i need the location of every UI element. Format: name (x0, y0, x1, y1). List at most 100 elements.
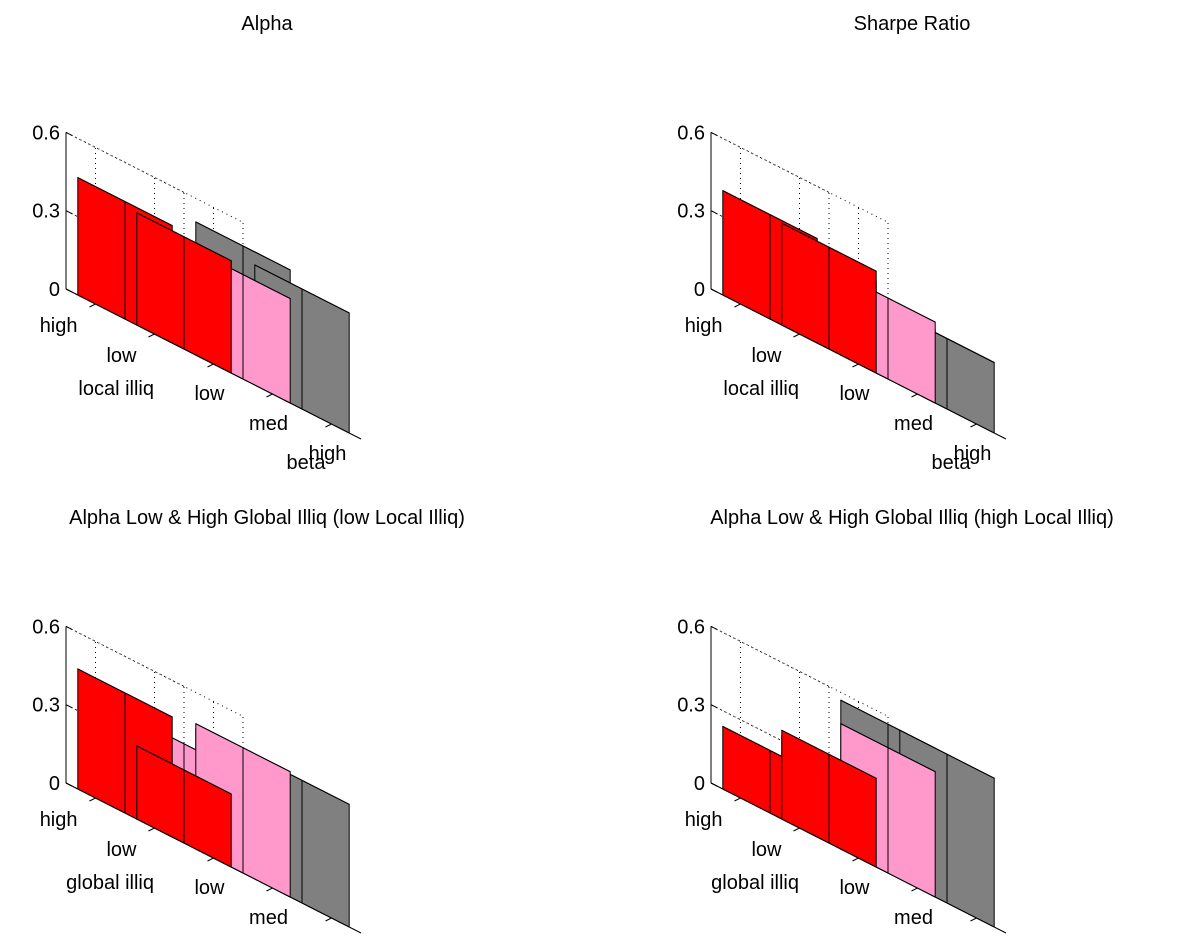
x-axis-title: beta (287, 452, 327, 474)
bar-low-low (781, 222, 877, 374)
x-tick-label: low (839, 877, 870, 899)
x-tick-mark (325, 423, 332, 428)
bar-top-face (722, 190, 818, 240)
bars (77, 668, 350, 928)
bar-top-face (840, 723, 936, 773)
z-tick-label: 0.3 (32, 695, 60, 717)
bars (722, 699, 995, 928)
z-axis: 0 0.3 0.6 (32, 616, 73, 795)
bar-side-face (77, 668, 126, 814)
z-tick-mark (710, 210, 718, 215)
x-tick-label: med (249, 907, 288, 929)
bar-low-low (136, 745, 232, 868)
bar-low-low (781, 729, 877, 868)
y-axis-labels: high low global illiq (685, 809, 799, 894)
bar-top-face (195, 221, 291, 271)
x-tick-label: high (954, 937, 992, 939)
z-tick-label: 0 (694, 773, 705, 795)
x-tick-label: med (894, 907, 933, 929)
x-tick-label: high (309, 443, 347, 465)
z-tick-label: 0 (694, 279, 705, 301)
bar-top-face (781, 729, 877, 779)
z-tick-label: 0.3 (32, 201, 60, 223)
bar-front-face (301, 779, 350, 928)
y-tick-label: high (685, 315, 723, 337)
z-tick-label: 0.6 (32, 122, 60, 144)
z-tick-label: 0.6 (677, 616, 705, 638)
x-tick-label: high (309, 937, 347, 939)
y-tick-mark (793, 333, 800, 338)
y-tick-label: high (685, 809, 723, 831)
x-tick-label: med (249, 413, 288, 435)
x-tick-label: high (954, 443, 992, 465)
grid-line (65, 625, 185, 687)
bar-top-face (136, 745, 232, 795)
bar-side-face (722, 725, 771, 814)
z-tick-mark (710, 704, 718, 709)
panel-sharpe-ratio: Sharpe Ratio 0 0.3 0.6 high low local illiq low… (677, 13, 1007, 474)
x-tick-mark (852, 363, 859, 368)
bar-top-face (254, 264, 350, 314)
z-axis: 0 0.3 0.6 (677, 616, 718, 795)
bar-top-face (195, 723, 291, 773)
x-tick-mark (911, 393, 918, 398)
y-tick-mark (148, 333, 155, 338)
chart-title: Sharpe Ratio (854, 13, 971, 35)
bar-top-face (899, 729, 995, 779)
y-tick-mark (89, 797, 96, 802)
panel-alpha-high-local-illiq: Alpha Low & High Global Illiq (high Loca… (677, 507, 1114, 939)
z-tick-label: 0 (49, 773, 60, 795)
x-tick-label: low (839, 383, 870, 405)
z-tick-mark (710, 625, 718, 630)
grid-line (65, 131, 185, 193)
bar-front-face (301, 288, 350, 434)
y-tick-mark (734, 303, 741, 308)
bar-front-face (946, 753, 995, 928)
x-tick-mark (852, 857, 859, 862)
grid-line (710, 625, 889, 717)
y-axis-title: global illiq (711, 872, 799, 894)
z-tick-label: 0 (49, 279, 60, 301)
y-axis-labels: high low local illiq (685, 315, 799, 400)
z-tick-mark (65, 704, 73, 709)
grid-line (65, 131, 244, 223)
x-tick-mark (911, 887, 918, 892)
z-tick-label: 0.6 (677, 122, 705, 144)
grid-line (710, 704, 830, 766)
y-tick-mark (793, 827, 800, 832)
y-axis-labels: high low global illiq (40, 809, 154, 894)
z-tick-label: 0.6 (32, 616, 60, 638)
grid-line (710, 625, 830, 687)
chart-title: Alpha Low & High Global Illiq (high Loca… (710, 507, 1114, 529)
x-tick-mark (970, 423, 977, 428)
z-tick-mark (65, 131, 73, 136)
y-axis-title: global illiq (66, 872, 154, 894)
grid-line (710, 131, 889, 223)
y-tick-label: low (751, 839, 782, 861)
bar-top-face (781, 222, 877, 272)
bar-side-face (722, 190, 771, 320)
z-tick-label: 0.3 (677, 695, 705, 717)
z-tick-mark (65, 625, 73, 630)
bar-side-face (77, 177, 126, 320)
bar-top-face (136, 212, 232, 262)
y-tick-label: low (751, 345, 782, 367)
y-axis-title: local illiq (78, 378, 154, 400)
x-tick-mark (207, 363, 214, 368)
bar-low-low (136, 212, 232, 374)
y-tick-label: low (106, 839, 137, 861)
grid-line (65, 625, 244, 717)
bar-top-face (77, 668, 173, 718)
bars (77, 177, 350, 434)
z-axis: 0 0.3 0.6 (677, 122, 718, 301)
x-tick-mark (266, 887, 273, 892)
bar-front-face (242, 747, 291, 898)
bar-top-face (77, 177, 173, 227)
z-tick-mark (710, 131, 718, 136)
x-axis-title: beta (932, 452, 972, 474)
bar-side-face (781, 729, 830, 844)
y-tick-label: high (40, 315, 78, 337)
